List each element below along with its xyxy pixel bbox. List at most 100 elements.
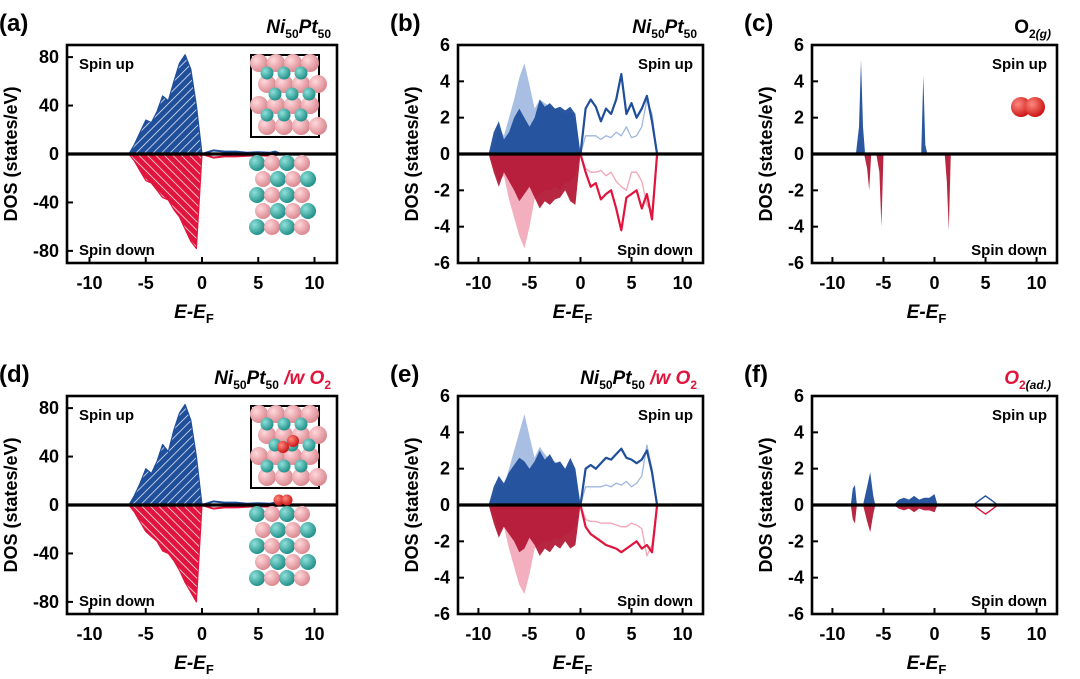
x-tick-label: -5	[521, 273, 537, 293]
pt-atom	[294, 506, 310, 522]
pt-atom	[275, 117, 293, 135]
panel-title: O2(ad.)	[1004, 368, 1051, 392]
y-tick-label: 4	[794, 71, 804, 91]
ni-atom	[260, 108, 274, 122]
ni-atom	[270, 554, 286, 570]
x-axis-label: E-EF	[907, 302, 947, 326]
ni-atom	[302, 87, 316, 101]
ni-atom	[294, 459, 308, 473]
x-tick-label: 0	[575, 624, 585, 644]
spin-up-label: Spin up	[79, 56, 134, 73]
series-fill-dark-down	[850, 505, 938, 533]
spin-down-label: Spin down	[971, 242, 1047, 259]
y-tick-label: 0	[440, 495, 450, 515]
x-tick-label: 5	[253, 624, 263, 644]
pt-atom	[301, 405, 319, 423]
x-tick-label: 0	[929, 624, 939, 644]
pt-atom	[255, 203, 271, 219]
pt-atom	[285, 554, 301, 570]
panel-letter: (e)	[390, 361, 419, 388]
ni-atom	[294, 417, 308, 431]
series-thick-down	[579, 504, 659, 554]
x-tick-label: -10	[76, 273, 102, 293]
y-tick-label: 0	[440, 144, 450, 164]
y-tick-label: -4	[788, 217, 804, 237]
o2-molecule-inset	[1011, 97, 1045, 117]
pt-atom	[309, 426, 327, 444]
x-tick-label: -10	[465, 624, 491, 644]
y-axis-label: DOS (states/eV)	[1, 86, 21, 221]
panel-title: Ni50Pt50	[632, 17, 697, 41]
plot-area	[855, 59, 951, 231]
pt-atom	[292, 117, 310, 135]
y-tick-label: 40	[39, 447, 59, 467]
x-tick-label: 10	[1027, 624, 1047, 644]
x-axis-label: E-EF	[907, 653, 947, 677]
y-tick-label: -4	[434, 568, 450, 588]
x-tick-label: 10	[304, 273, 324, 293]
ni-atom	[249, 187, 265, 203]
y-axis-label: DOS (states/eV)	[756, 86, 776, 221]
series-thick-up	[579, 73, 659, 155]
ni-atom	[260, 66, 274, 80]
x-tick-label: 5	[981, 273, 991, 293]
y-tick-label: 0	[49, 144, 59, 164]
series-fill-dark-up	[855, 59, 928, 154]
ni-atom	[279, 538, 295, 554]
panel-title: Ni50Pt50	[266, 17, 331, 41]
x-tick-label: -5	[875, 624, 891, 644]
panel-b: -10 -5 0 5 10 -6 -4 -2 0 2 4 6 DOS (states/eV) E-EF (b…	[390, 10, 705, 326]
y-tick-label: 6	[794, 386, 804, 406]
spin-up-label: Spin up	[79, 407, 134, 424]
series-thin-up	[579, 444, 658, 506]
y-tick-label: -2	[434, 531, 450, 551]
x-axis-label: E-EF	[553, 302, 593, 326]
ni-atom	[249, 506, 265, 522]
y-tick-label: -40	[33, 192, 59, 212]
pt-atom	[284, 54, 302, 72]
pt-atom	[267, 96, 285, 114]
y-tick-label: -80	[33, 241, 59, 261]
ni-atom	[300, 554, 316, 570]
series-thick-down	[579, 153, 659, 232]
pt-atom	[294, 570, 310, 586]
structure-inset-side-view	[249, 155, 316, 235]
ni-atom	[279, 155, 295, 171]
x-tick-label: -10	[76, 624, 102, 644]
y-tick-label: -6	[434, 253, 450, 273]
ni-atom	[277, 417, 291, 431]
y-tick-label: 2	[440, 108, 450, 128]
pt-atom	[309, 468, 327, 486]
x-tick-label: 5	[627, 624, 637, 644]
ni-atom	[270, 171, 286, 187]
series-fill-dark-down	[488, 505, 581, 556]
y-tick-label: 0	[794, 144, 804, 164]
pt-atom	[292, 468, 310, 486]
x-tick-label: -5	[875, 273, 891, 293]
spin-down-label: Spin down	[971, 593, 1047, 610]
y-tick-label: -6	[788, 604, 804, 624]
y-tick-label: 4	[794, 422, 804, 442]
ni-atom	[260, 417, 274, 431]
ni-atom	[294, 66, 308, 80]
y-tick-label: 80	[39, 47, 59, 67]
y-tick-label: -40	[33, 543, 59, 563]
x-tick-label: 0	[197, 624, 207, 644]
y-tick-label: -6	[788, 253, 804, 273]
panel-title: Ni50Pt50 /w O2	[580, 368, 697, 392]
x-tick-label: 5	[981, 624, 991, 644]
ni-atom	[300, 522, 316, 538]
x-tick-label: -5	[521, 624, 537, 644]
series-fill-dark-down	[864, 154, 951, 231]
ni-atom	[300, 203, 316, 219]
pt-atom	[267, 405, 285, 423]
panel-a: -10 -5 0 5 10 -80 -40 0 40 80 DOS (states/eV) E-EF (…	[0, 10, 339, 326]
y-tick-label: 0	[49, 495, 59, 515]
pt-atom	[275, 75, 293, 93]
pt-atom	[301, 96, 319, 114]
pt-atom	[294, 219, 310, 235]
pt-atom	[284, 447, 302, 465]
panel-letter: (b)	[390, 10, 421, 37]
ni-atom	[294, 108, 308, 122]
